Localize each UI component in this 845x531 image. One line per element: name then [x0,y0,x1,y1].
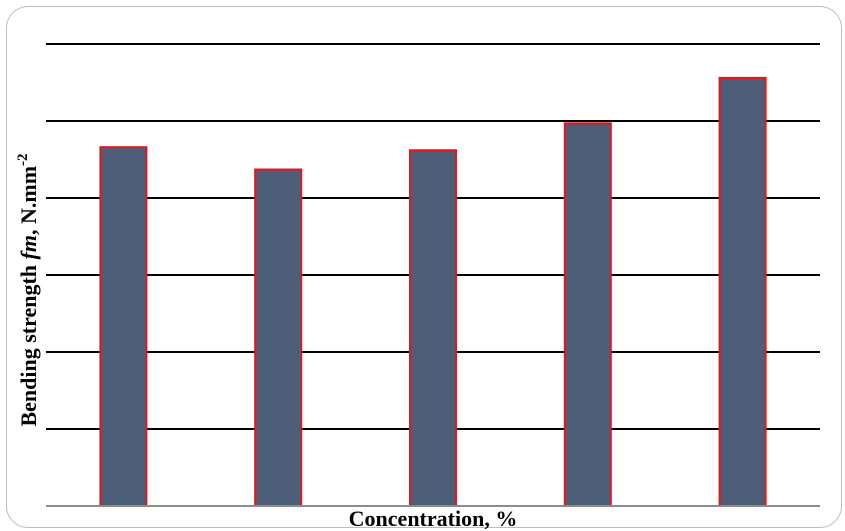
bar-4 [563,122,612,507]
bar-5 [718,76,767,507]
y-axis-title-prefix: Bending strength [16,259,41,426]
x-axis-title: Concentration, % [349,506,518,531]
bar-2 [254,168,303,507]
bar-3 [409,149,457,507]
y-axis-title-unit: , N.mm [16,166,41,235]
y-axis-title-symbol: fm [16,235,41,259]
y-axis-title-superscript: -2 [15,153,31,166]
bar-1 [99,146,148,507]
y-axis-title: Bending strength fm, N.mm-2 [15,153,41,426]
bars [99,76,767,507]
gridlines [46,43,820,430]
